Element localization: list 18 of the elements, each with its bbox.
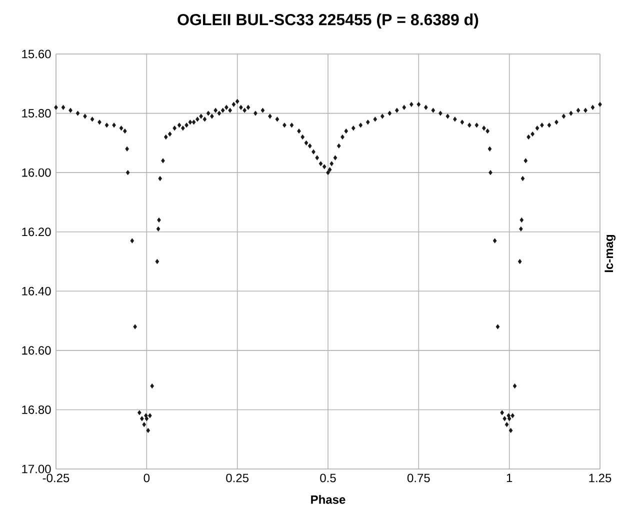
y-tick-label: 15.60 [22,50,51,58]
y-tick-label: 15.80 [22,109,51,118]
x-tick-label: 0.5 [320,474,336,482]
x-axis-title: Phase [311,495,346,504]
y-tick-label: 16.00 [22,168,51,177]
x-tick-label: -0.25 [42,474,70,482]
x-tick-label: 0.25 [226,474,249,482]
x-tick-label: 0 [144,474,150,482]
x-tick-label: 0.75 [407,474,430,482]
y-tick-label: 16.40 [22,286,51,296]
y-tick-label: 16.20 [22,228,51,236]
y-tick-label: 16.60 [22,346,51,355]
x-tick-label: 1.25 [589,474,612,482]
y-axis-title: Ic-mag [604,234,616,272]
y-tick-label: 16.80 [22,405,51,414]
chart-title: OGLEII BUL-SC33 225455 (P = 8.6389 d) [178,14,478,28]
y-tick-label: 17.00 [22,464,51,474]
x-tick-label: 1 [506,474,512,482]
